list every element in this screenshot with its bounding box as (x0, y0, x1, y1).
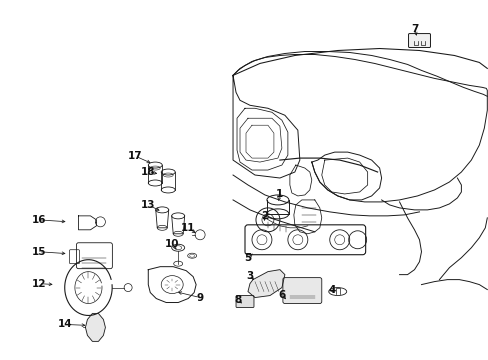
Polygon shape (247, 270, 285, 298)
Text: 1: 1 (276, 189, 283, 199)
Text: 17: 17 (128, 151, 142, 161)
Text: 9: 9 (196, 293, 203, 302)
Text: 10: 10 (164, 239, 179, 249)
Text: 2: 2 (261, 211, 268, 221)
Text: 16: 16 (31, 215, 46, 225)
Polygon shape (85, 314, 105, 341)
Text: 13: 13 (141, 200, 155, 210)
FancyBboxPatch shape (236, 296, 253, 307)
Text: 4: 4 (327, 284, 335, 294)
Text: 15: 15 (31, 247, 46, 257)
Text: 6: 6 (278, 289, 285, 300)
Text: 12: 12 (31, 279, 46, 289)
FancyBboxPatch shape (407, 33, 429, 48)
Text: 18: 18 (141, 167, 155, 177)
Text: 7: 7 (410, 24, 417, 33)
Text: 5: 5 (244, 253, 251, 263)
Text: 14: 14 (58, 319, 73, 329)
Text: 3: 3 (246, 271, 253, 281)
Text: 11: 11 (181, 223, 195, 233)
FancyBboxPatch shape (283, 278, 321, 303)
Text: 8: 8 (234, 294, 241, 305)
